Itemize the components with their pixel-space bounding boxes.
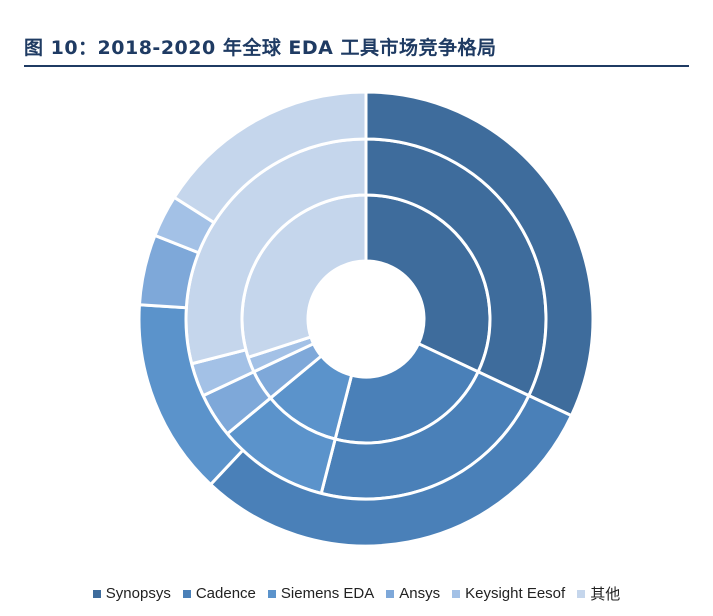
slice-2020-其他 (172, 90, 368, 225)
legend-label: Ansys (399, 585, 441, 602)
legend-item: Keysight Eesof (452, 585, 565, 602)
legend-swatch (577, 589, 586, 598)
legend-item: Cadence (182, 585, 256, 602)
doughnut-chart (137, 90, 595, 548)
legend-label: Siemens EDA (280, 585, 375, 602)
legend-swatch (182, 589, 191, 598)
legend-item: Ansys (386, 585, 440, 602)
legend-swatch (386, 589, 395, 598)
legend-label: Cadence (195, 585, 256, 602)
chart-legend: Synopsys Cadence Siemens EDA Ansys Keysight … (0, 583, 713, 604)
legend-item: Siemens EDA (267, 585, 375, 602)
legend-label: 其他 (590, 586, 621, 603)
legend-swatch (267, 589, 276, 598)
legend-swatch (92, 589, 101, 598)
legend-swatch (452, 589, 461, 598)
legend-label: Keysight Eesof (465, 585, 566, 602)
legend-label: Synopsys (105, 585, 171, 602)
legend-item: 其他 (577, 583, 620, 604)
legend-item: Synopsys (92, 585, 171, 602)
title-underline (24, 65, 689, 67)
figure-title: 图 10：2018-2020 年全球 EDA 工具市场竞争格局 (24, 37, 497, 59)
